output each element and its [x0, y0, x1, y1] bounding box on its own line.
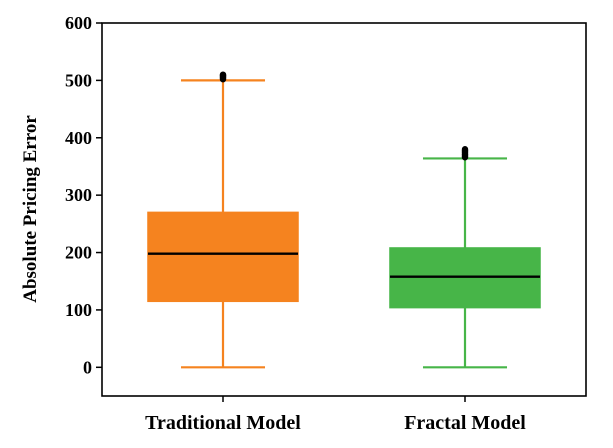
y-tick-label: 500	[65, 70, 92, 90]
box-group	[389, 146, 541, 369]
x-tick-label: Traditional Model	[145, 412, 301, 434]
y-tick-label: 400	[65, 128, 92, 148]
x-tick-label: Fractal Model	[404, 412, 526, 434]
y-tick-label: 200	[65, 243, 92, 263]
outlier-point	[461, 146, 469, 153]
y-tick-label: 100	[65, 300, 92, 320]
plot-frame	[101, 22, 587, 397]
outlier-point	[219, 71, 227, 78]
y-tick-label: 300	[65, 185, 92, 205]
iqr-box	[147, 211, 299, 303]
box-group	[147, 71, 299, 369]
y-tick-label: 0	[83, 357, 92, 377]
y-tick-label: 600	[65, 13, 92, 33]
y-axis-label: Absolute Pricing Error	[20, 115, 41, 303]
